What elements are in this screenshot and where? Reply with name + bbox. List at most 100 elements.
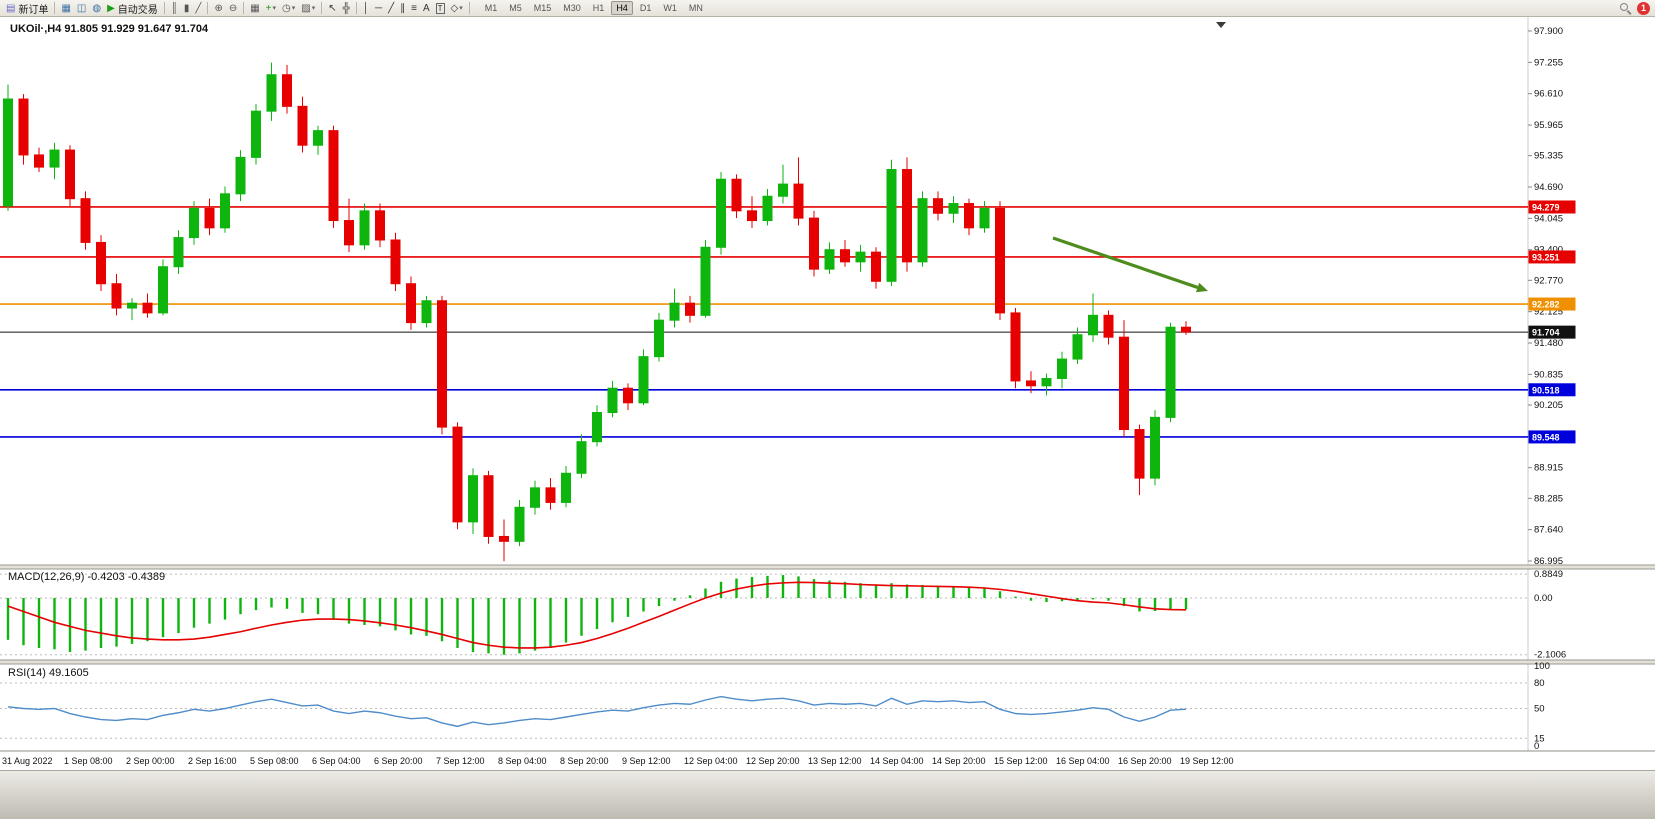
zoom-out-icon[interactable]: ⊖ (227, 1, 239, 16)
new-chart-button[interactable]: + ▾ (264, 1, 278, 16)
candle-body (452, 426, 463, 523)
time-tick-label: 8 Sep 04:00 (498, 756, 547, 766)
timeframe-h1[interactable]: H1 (592, 3, 605, 13)
shapes-button[interactable]: ◇ ▾ (449, 1, 465, 16)
candle-body (468, 475, 478, 523)
chevron-down-icon[interactable]: ▾ (459, 5, 463, 12)
candle-body (437, 300, 447, 428)
new-order-glyph-icon: ▤ (6, 2, 16, 14)
price-badge-label: 90.518 (1532, 385, 1560, 395)
text-icon[interactable]: A (421, 1, 432, 16)
timeframe-m1[interactable]: M1 (484, 3, 498, 13)
candle-body (623, 387, 633, 404)
auto-trading-button[interactable]: ▶ 自动交易 (105, 1, 160, 16)
pane-separator[interactable] (0, 565, 1655, 569)
price-tick-label: 95.335 (1534, 151, 1563, 162)
profiles-icon[interactable]: ◫ (75, 1, 88, 16)
candlestick-type-icon[interactable]: ▮ (182, 1, 192, 16)
chevron-down-icon[interactable]: ▾ (311, 5, 316, 12)
price-tick-label: 87.640 (1534, 525, 1563, 536)
time-tick-label: 9 Sep 12:00 (622, 756, 671, 766)
candle-body (979, 207, 990, 229)
community-icon[interactable]: ◍ (90, 1, 103, 16)
rsi-tick-label: 80 (1534, 678, 1545, 689)
toolbar-separator (468, 2, 470, 14)
chevron-down-icon[interactable]: ▾ (291, 5, 296, 12)
vertical-line-icon[interactable]: │ (361, 1, 371, 16)
zoom-in-icon[interactable]: ⊕ (212, 1, 224, 16)
bottom-strip (0, 770, 1655, 819)
timeframe-m15[interactable]: M15 (533, 3, 552, 13)
candle-body (1072, 334, 1083, 360)
candle-body (344, 220, 354, 246)
candle-body (1181, 326, 1191, 333)
templates-button[interactable]: ▨ ▾ (299, 1, 317, 16)
timeframe-w1[interactable]: W1 (663, 3, 677, 13)
label-icon[interactable]: T (434, 1, 447, 16)
community-icon-glyph-icon: ◍ (92, 2, 102, 14)
candle-body (251, 110, 261, 158)
time-tick-label: 6 Sep 20:00 (374, 756, 423, 766)
cursor-icon[interactable]: ↖ (326, 1, 338, 16)
candlesticks (3, 62, 1191, 562)
bar-chart-type-icon[interactable]: ║ (169, 1, 180, 16)
search-icon[interactable] (1620, 2, 1631, 14)
trendline-icon[interactable]: ╱ (386, 1, 396, 16)
time-tick-label: 13 Sep 12:00 (808, 756, 862, 766)
periods-button[interactable]: ◷ ▾ (280, 1, 297, 16)
timeframe-d1[interactable]: D1 (639, 3, 652, 13)
horizontal-line-icon[interactable]: ─ (373, 1, 384, 16)
candle-body (375, 210, 385, 241)
candle-body (1119, 336, 1129, 431)
candle-body (1057, 358, 1067, 380)
candle-body (282, 74, 292, 107)
new-order-button[interactable]: ▤ 新订单 (4, 1, 50, 16)
candle-body (762, 195, 773, 222)
toolbar: ▤ 新订单 ▦ ◫ ◍ ▶ 自动交易 ║ ▮ ╱ ⊕ ⊖ ▦ + ▾ ◷ ▾ ▨ ▾ ↖ ╬ │ ─ ╱ ∥ ≡ A T ◇ ▾ M1 M5 M… (0, 0, 1655, 17)
price-badge-label: 93.251 (1532, 252, 1560, 262)
candle-body (995, 207, 1005, 314)
price-tick-label: 88.285 (1534, 493, 1563, 504)
candle-body (638, 356, 649, 404)
candle-body (716, 178, 726, 248)
candle-body (235, 156, 246, 195)
chart-shift-marker[interactable] (1216, 22, 1226, 28)
chevron-down-icon[interactable]: ▾ (272, 5, 277, 12)
timeframe-m5[interactable]: M5 (509, 3, 522, 13)
tile-windows-icon-glyph-icon: ▦ (250, 2, 260, 14)
channel-icon[interactable]: ∥ (398, 1, 407, 16)
line-chart-type-icon[interactable]: ╱ (193, 1, 203, 16)
crosshair-icon-glyph-icon: ╬ (342, 2, 350, 14)
rsi-tick-label: 15 (1534, 733, 1545, 744)
candle-body (1088, 314, 1098, 336)
price-badge-label: 94.279 (1532, 202, 1560, 212)
macd-tick-label: 0.8849 (1534, 569, 1563, 580)
timeframe-mn[interactable]: MN (688, 3, 703, 13)
candle-body (18, 98, 29, 156)
candle-body (111, 283, 122, 309)
toolbar-separator (163, 2, 165, 14)
tile-windows-icon[interactable]: ▦ (248, 1, 261, 16)
candle-body (421, 300, 432, 324)
candlestick-type-icon-glyph-icon: ▮ (183, 2, 190, 14)
vertical-line-icon-glyph-icon: │ (362, 2, 369, 14)
crosshair-icon[interactable]: ╬ (341, 1, 352, 16)
toolbar-separator (355, 2, 357, 14)
auto-trading-glyph-icon: ▶ (107, 2, 115, 14)
charts-icon[interactable]: ▦ (59, 1, 72, 16)
candle-body (793, 183, 804, 219)
candle-body (80, 198, 91, 243)
templates-glyph-icon: ▨ (301, 2, 311, 14)
candle-body (406, 283, 416, 324)
trendline-icon-glyph-icon: ╱ (388, 2, 395, 14)
pane-separator[interactable] (0, 660, 1655, 664)
fibonacci-icon[interactable]: ≡ (409, 1, 419, 16)
candle-body (189, 207, 199, 239)
trend-arrow-annotation[interactable] (1052, 236, 1199, 289)
price-badge (1528, 200, 1576, 214)
notification-badge[interactable]: 1 (1637, 1, 1650, 15)
timeframe-m30[interactable]: M30 (563, 3, 581, 13)
time-tick-label: 14 Sep 04:00 (870, 756, 924, 766)
timeframe-h4[interactable]: H4 (611, 1, 633, 15)
